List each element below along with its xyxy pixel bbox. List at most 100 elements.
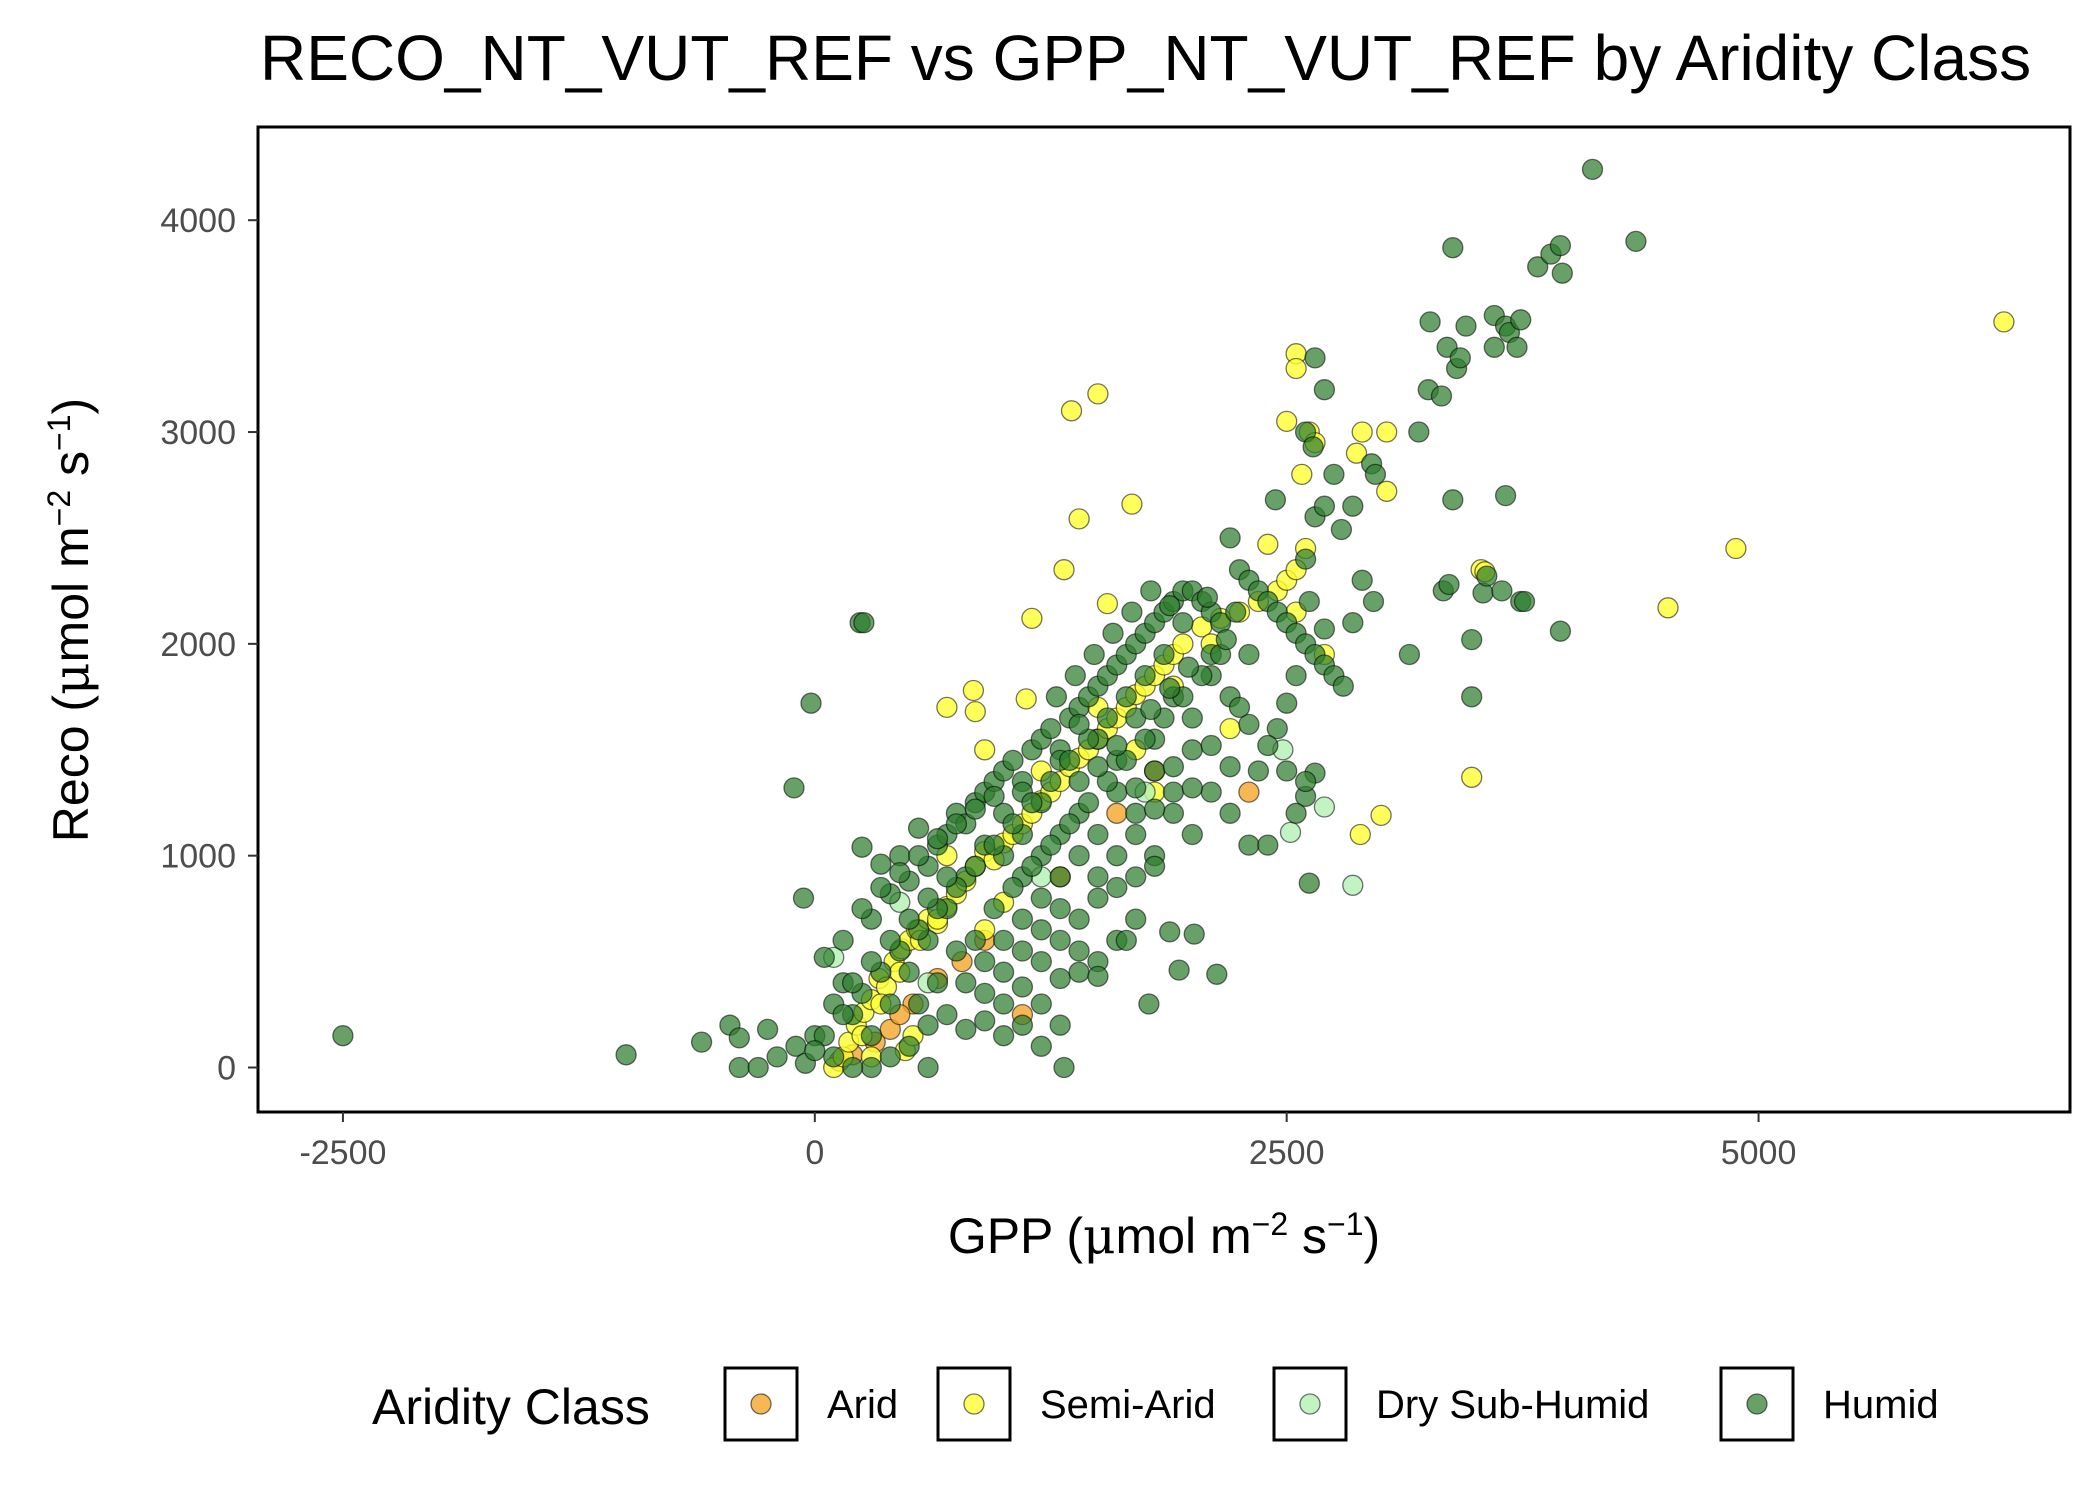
data-point [945,940,968,962]
data-point [860,950,883,973]
data-point [1134,664,1156,687]
data-point [1143,760,1166,782]
data-point [898,961,920,983]
data-point [907,817,930,839]
data-point [1304,347,1326,369]
data-point [1549,620,1572,642]
data-point [1476,565,1498,587]
data-point [1162,781,1185,803]
legend-title: Aridity Class [372,1379,650,1435]
data-point [992,993,1015,1015]
data-point [1257,533,1279,555]
data-point [813,1025,835,1047]
x-tick-label: 0 [805,1134,824,1172]
data-point [1096,707,1119,729]
data-point [1030,993,1052,1015]
data-point [1330,518,1353,541]
data-point [690,1031,713,1053]
data-point [1266,717,1288,740]
data-point [1162,802,1185,824]
x-tick-label: 2500 [1249,1134,1325,1172]
y-tick-label: 2000 [160,626,236,664]
data-point [917,887,939,909]
data-point [964,798,986,820]
data-point [879,929,901,952]
data-point [1068,961,1090,983]
data-point [964,700,986,723]
data-point [792,887,815,909]
data-point [1993,311,2015,333]
data-point [1302,436,1324,458]
data-point [1625,230,1647,253]
data-point [955,972,977,994]
data-point [1298,590,1320,613]
data-point [1053,559,1075,581]
data-point [1461,628,1483,651]
data-point [1725,537,1747,560]
data-point [1294,770,1317,793]
data-point [1030,1035,1052,1057]
data-point [1068,908,1090,930]
data-point [1351,569,1373,591]
legend-key-symbol [750,1393,772,1415]
data-point [1077,792,1100,814]
data-point [1294,548,1317,570]
data-point [841,972,864,994]
data-point [1313,618,1336,640]
data-point [1121,601,1143,623]
data-point [1527,256,1549,278]
data-point [1376,421,1398,443]
data-point [1276,760,1298,782]
data-point [1049,1014,1071,1036]
data-point [1238,781,1260,803]
data-point [992,1025,1015,1047]
data-point [851,836,873,858]
data-point [1364,463,1387,486]
data-point [832,1003,854,1026]
data-point [841,1056,864,1079]
x-tick-label: 5000 [1721,1134,1797,1172]
data-point [1102,622,1124,644]
data-point [1376,480,1398,502]
data-point [1106,876,1128,899]
data-point [1087,823,1109,846]
data-point [1181,707,1203,729]
data-point [1349,823,1371,846]
data-point [1351,421,1373,443]
data-point [1442,489,1464,511]
data-point [1064,664,1086,687]
data-point [1172,612,1194,634]
data-point [983,897,1005,920]
data-point [1049,866,1071,888]
data-point [974,1010,996,1032]
data-point [1215,628,1237,651]
data-point [813,946,835,969]
data-point [766,1046,788,1068]
data-point [1159,921,1181,943]
data-point [1494,484,1517,507]
data-point [1238,834,1260,856]
data-point [1398,643,1421,666]
data-point [1219,527,1241,549]
data-point [1491,580,1513,602]
y-axis-title: Reco (μmol m−2 s−1) [41,398,100,842]
data-point [1430,385,1453,407]
y-axis-ticks: 0 1000 2000 3000 4000 [160,202,258,1088]
data-point [1011,976,1034,998]
data-point [728,1056,750,1079]
data-point [1461,686,1483,708]
chart-title: RECO_NT_VUT_REF vs GPP_NT_VUT_REF by Ari… [260,22,2031,94]
data-point [964,929,986,952]
data-point [1238,643,1260,666]
data-point [1159,595,1181,617]
data-point [1068,940,1090,962]
data-point [1040,770,1062,793]
data-point [1125,777,1147,799]
data-point [1342,495,1364,517]
data-point [974,739,996,761]
data-point [870,876,892,899]
data-point [1030,887,1052,909]
data-point [851,897,873,920]
data-point [898,1035,920,1057]
data-point [936,696,958,719]
